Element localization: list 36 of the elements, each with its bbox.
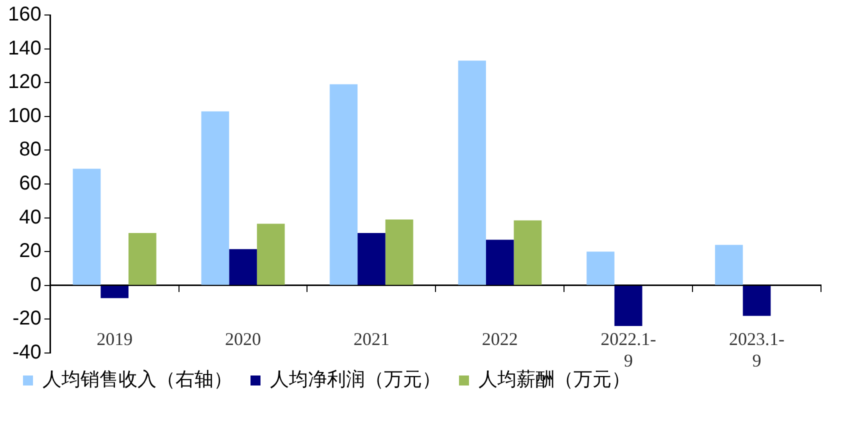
y-tick-label: 40 — [19, 206, 42, 228]
bar — [586, 252, 614, 285]
bar — [742, 286, 771, 316]
legend-label: 人均薪酬（万元） — [478, 368, 630, 390]
y-tick-label: 0 — [30, 274, 42, 296]
x-tick-label: 2021 — [353, 328, 390, 349]
bar — [201, 111, 230, 285]
y-tick-label: 60 — [19, 172, 42, 195]
x-tick-label: 2023.1-9 — [729, 328, 785, 371]
y-tick-label: -40 — [12, 342, 42, 364]
bar — [330, 84, 358, 285]
bar — [358, 233, 386, 285]
x-tick-label: 2022.1-9 — [600, 328, 656, 371]
y-tick-label: -20 — [12, 308, 42, 330]
bar — [486, 240, 514, 285]
x-tick-label: 2022 — [482, 328, 518, 349]
bar — [229, 249, 257, 285]
bar — [100, 286, 129, 298]
legend-label: 人均净利润（万元） — [270, 368, 441, 390]
bar — [715, 244, 743, 285]
bar — [128, 233, 156, 285]
bar — [385, 219, 414, 285]
y-tick-label: 160 — [8, 4, 42, 26]
bar — [514, 220, 542, 285]
x-tick-label: 2020 — [225, 328, 262, 349]
y-tick-label: 120 — [8, 71, 42, 94]
y-tick-label: 80 — [19, 138, 42, 161]
y-tick-label: 100 — [8, 104, 42, 127]
x-tick-label: 2019 — [96, 328, 133, 349]
bar — [256, 224, 285, 285]
bar — [614, 286, 642, 326]
bar — [72, 168, 101, 285]
bar — [458, 60, 486, 285]
y-tick-label: 140 — [8, 37, 42, 60]
legend-label: 人均销售收入（右轴） — [42, 368, 232, 390]
y-tick-label: 20 — [19, 240, 42, 262]
